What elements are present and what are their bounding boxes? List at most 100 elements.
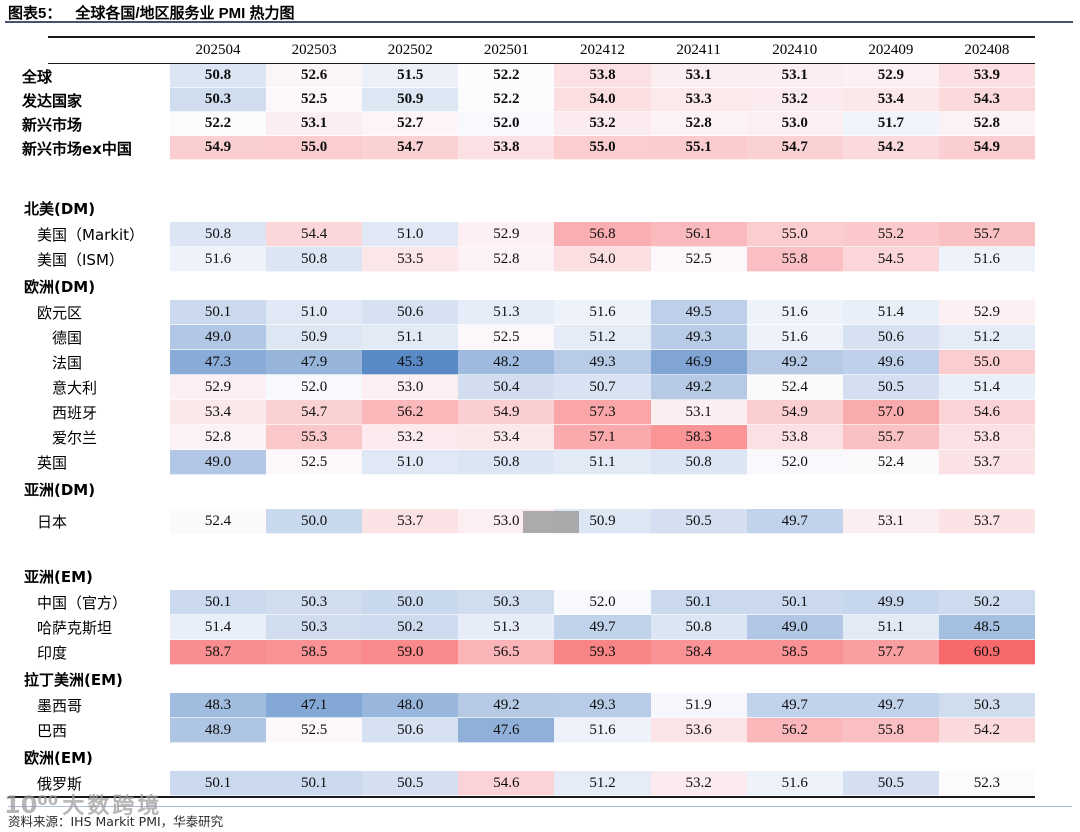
column-header: 202503: [291, 42, 337, 58]
section-header-row: 亚洲(DM): [20, 475, 1035, 503]
row-label: 墨西哥: [37, 697, 83, 715]
header-label-spacer: [20, 38, 170, 63]
heatmap-cell: 50.8: [266, 247, 363, 272]
table-row: 西班牙 53.4 54.7 56.2 54.9 57.3 53.1 54.9 57.0 54.6: [20, 400, 1035, 425]
column-header: 202502: [387, 42, 433, 58]
heatmap-cell: 52.4: [746, 375, 843, 400]
heatmap-cell: 49.2: [458, 693, 555, 718]
heatmap-cell: 50.2: [938, 590, 1035, 615]
heatmap-cell: 53.7: [362, 509, 459, 534]
heatmap-cell: 50.3: [938, 693, 1035, 718]
heatmap-cell: 53.1: [650, 64, 747, 88]
heatmap-cell: 49.9: [842, 590, 939, 615]
heatmap-cell: 54.0: [554, 88, 651, 112]
heatmap-cell: 53.2: [362, 425, 459, 450]
heatmap-cell: 47.3: [170, 350, 267, 375]
heatmap-cell: 52.4: [842, 450, 939, 475]
column-header: 202409: [868, 42, 914, 58]
row-label: 哈萨克斯坦: [37, 619, 113, 637]
heatmap-cell: 53.8: [746, 425, 843, 450]
source-note: 资料来源：IHS Markit PMI，华泰研究: [8, 814, 224, 829]
table-row: 印度 58.7 58.5 59.0 56.5 59.3 58.4 58.5 57.7 60.9: [20, 640, 1035, 665]
heatmap-cell: 54.9: [938, 136, 1035, 160]
gray-redaction-patch: [523, 511, 579, 533]
heatmap-cell: 57.1: [554, 425, 651, 450]
row-label: 巴西: [37, 722, 68, 740]
heatmap-cell: 55.0: [938, 350, 1035, 375]
heatmap-cell: 54.9: [746, 400, 843, 425]
section-label: 亚洲(DM): [24, 480, 96, 499]
heatmap-cell: 45.3: [362, 350, 459, 375]
heatmap-cell: 51.4: [170, 615, 267, 640]
heatmap-cell: 57.7: [842, 640, 939, 665]
heatmap-cell: 57.3: [554, 400, 651, 425]
heatmap-cell: 50.5: [362, 771, 459, 796]
heatmap-cell: 50.5: [842, 771, 939, 796]
heatmap-cell: 58.3: [650, 425, 747, 450]
heatmap-cell: 52.9: [170, 375, 267, 400]
figure-number: 图表5：: [8, 5, 62, 22]
heatmap-cell: 59.3: [554, 640, 651, 665]
heatmap-cell: 54.7: [746, 136, 843, 160]
footer-divider: [8, 806, 1072, 807]
section-label: 拉丁美洲(EM): [24, 670, 123, 689]
heatmap-cell: 54.6: [938, 400, 1035, 425]
heatmap-cell: 49.5: [650, 300, 747, 325]
heatmap-cell: 52.4: [170, 509, 267, 534]
heatmap-cell: 50.3: [170, 88, 267, 112]
heatmap-cell: 50.1: [266, 771, 363, 796]
heatmap-cell: 52.5: [266, 450, 363, 475]
heatmap-cell: 49.7: [842, 693, 939, 718]
heatmap-cell: 58.4: [650, 640, 747, 665]
watermark: 10⁰⁰ 大数跨境: [4, 788, 162, 820]
row-label: 新兴市场: [22, 115, 83, 134]
heatmap-cell: 50.9: [266, 325, 363, 350]
table-row: 英国 49.0 52.5 51.0 50.8 51.1 50.8 52.0 52.4 53.7: [20, 450, 1035, 475]
heatmap-cell: 52.5: [266, 718, 363, 743]
heatmap-cell: 58.5: [746, 640, 843, 665]
heatmap-cell: 54.2: [938, 718, 1035, 743]
heatmap-cell: 50.7: [554, 375, 651, 400]
heatmap-cell: 50.2: [362, 615, 459, 640]
heatmap-cell: 49.7: [554, 615, 651, 640]
heatmap-cell: 53.2: [746, 88, 843, 112]
table-row: 全球 50.8 52.6 51.5 52.2 53.8 53.1 53.1 52.9 53.9: [20, 64, 1035, 88]
table-row: 欧元区 50.1 51.0 50.6 51.3 51.6 49.5 51.6 51.4 52.9: [20, 300, 1035, 325]
heatmap-cell: 54.0: [554, 247, 651, 272]
spacer-row: [20, 160, 1035, 194]
heatmap-cell: 53.7: [938, 509, 1035, 534]
heatmap-cell: 53.2: [554, 112, 651, 136]
heatmap-cell: 53.5: [362, 247, 459, 272]
section-label: 欧洲(EM): [24, 748, 93, 767]
watermark-logo-icon: 10⁰⁰: [4, 791, 59, 819]
row-label: 发达国家: [22, 91, 83, 110]
heatmap-cell: 48.0: [362, 693, 459, 718]
heatmap-cell: 49.7: [746, 509, 843, 534]
row-label: 法国: [52, 354, 83, 372]
section-header-row: 拉丁美洲(EM): [20, 665, 1035, 693]
section-header-row: 亚洲(EM): [20, 562, 1035, 590]
heatmap-cell: 51.2: [554, 771, 651, 796]
heatmap-cell: 52.5: [458, 325, 555, 350]
heatmap-cell: 55.0: [266, 136, 363, 160]
heatmap-cell: 54.4: [266, 222, 363, 247]
heatmap-cell: 52.8: [938, 112, 1035, 136]
heatmap-cell: 55.8: [746, 247, 843, 272]
heatmap-cell: 55.3: [266, 425, 363, 450]
heatmap-cell: 55.1: [650, 136, 747, 160]
heatmap-cell: 51.0: [362, 450, 459, 475]
pmi-heatmap-table: 202504 202503 202502 202501 202412 202411 2024…: [8, 36, 1035, 798]
heatmap-cell: 54.9: [458, 400, 555, 425]
figure-title: 图表5： 全球各国/地区服务业 PMI 热力图: [8, 2, 295, 23]
heatmap-cell: 54.5: [842, 247, 939, 272]
heatmap-cell: 51.6: [170, 247, 267, 272]
heatmap-cell: 51.9: [650, 693, 747, 718]
heatmap-cell: 52.2: [458, 88, 555, 112]
table-row: 新兴市场ex中国 54.9 55.0 54.7 53.8 55.0 55.1 54.7 54.2…: [20, 136, 1035, 160]
table-row: 巴西 48.9 52.5 50.6 47.6 51.6 53.6 56.2 55.8 54.2: [20, 718, 1035, 743]
row-label: 西班牙: [52, 404, 98, 422]
row-label: 印度: [37, 644, 68, 662]
heatmap-cell: 56.2: [746, 718, 843, 743]
heatmap-cell: 47.1: [266, 693, 363, 718]
